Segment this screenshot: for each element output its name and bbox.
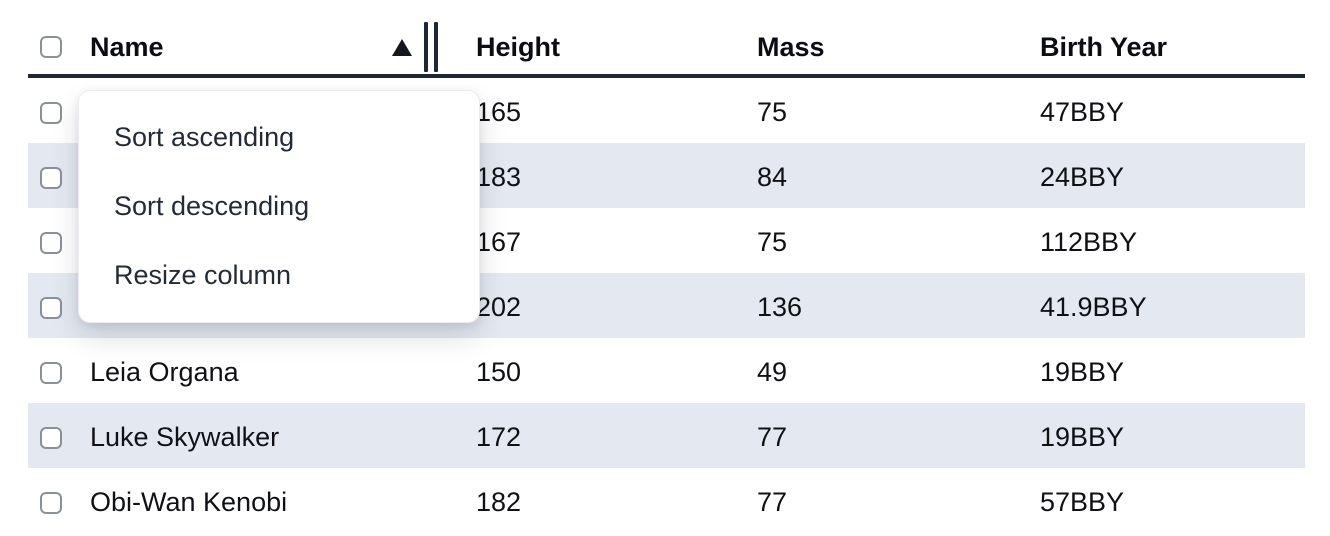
- cell-mass: 75: [757, 97, 788, 127]
- row-checkbox[interactable]: [40, 296, 62, 319]
- cell-name: Luke Skywalker: [90, 422, 280, 452]
- column-header-mass-label: Mass: [757, 31, 825, 62]
- column-resize-handle[interactable]: [424, 22, 438, 72]
- cell-height: 202: [476, 292, 522, 322]
- table-row[interactable]: 167 75 112BBY: [28, 208, 1305, 273]
- cell-birth-year: 24BBY: [1040, 162, 1125, 192]
- table-row[interactable]: Luke Skywalker 172 77 19BBY: [28, 403, 1305, 468]
- column-header-name[interactable]: Name: [90, 22, 476, 72]
- row-checkbox[interactable]: [40, 361, 62, 384]
- row-checkbox[interactable]: [40, 166, 62, 189]
- row-checkbox-cell: [28, 296, 90, 319]
- cell-birth-year: 57BBY: [1040, 487, 1125, 517]
- column-header-height-label: Height: [476, 31, 560, 62]
- cell-name: Leia Organa: [90, 357, 239, 387]
- header-checkbox-cell: [28, 36, 90, 58]
- cell-height: 172: [476, 422, 522, 452]
- column-header-birth-year-label: Birth Year: [1040, 31, 1168, 62]
- table-row[interactable]: Obi-Wan Kenobi 182 77 57BBY: [28, 468, 1305, 533]
- cell-birth-year: 112BBY: [1040, 227, 1138, 257]
- cell-height: 182: [476, 487, 522, 517]
- sort-ascending-icon[interactable]: [392, 38, 412, 56]
- cell-mass: 136: [757, 292, 803, 322]
- column-header-mass[interactable]: Mass: [757, 32, 1040, 63]
- cell-birth-year: 19BBY: [1040, 422, 1125, 452]
- context-menu-item[interactable]: Resize column: [114, 260, 292, 290]
- cell-height: 150: [476, 357, 522, 387]
- cell-height: 183: [476, 162, 522, 192]
- row-checkbox[interactable]: [40, 491, 62, 514]
- cell-mass: 77: [757, 422, 788, 452]
- table-row[interactable]: 165 75 47BBY: [28, 78, 1305, 143]
- column-header-height[interactable]: Height: [476, 32, 757, 63]
- cell-birth-year: 41.9BBY: [1040, 292, 1147, 322]
- cell-height: 165: [476, 97, 522, 127]
- cell-mass: 49: [757, 357, 788, 387]
- row-checkbox-cell: [28, 361, 90, 384]
- column-header-birth-year[interactable]: Birth Year: [1040, 32, 1305, 63]
- row-checkbox-cell: [28, 166, 90, 189]
- cell-mass: 75: [757, 227, 788, 257]
- row-checkbox[interactable]: [40, 101, 62, 124]
- context-menu-item[interactable]: Sort descending: [114, 191, 310, 221]
- row-checkbox-cell: [28, 491, 90, 514]
- cell-name: Obi-Wan Kenobi: [90, 487, 288, 517]
- cell-height: 167: [476, 227, 522, 257]
- column-context-menu: Sort ascending Sort descending Resize co…: [78, 90, 480, 323]
- table-header-row: Name Height Mass Birth Year: [28, 0, 1305, 78]
- row-checkbox-cell: [28, 231, 90, 254]
- context-menu-item[interactable]: Sort ascending: [114, 122, 295, 152]
- row-checkbox[interactable]: [40, 231, 62, 254]
- table-row[interactable]: Leia Organa 150 49 19BBY: [28, 338, 1305, 403]
- cell-birth-year: 19BBY: [1040, 357, 1125, 387]
- row-checkbox[interactable]: [40, 426, 62, 449]
- select-all-checkbox[interactable]: [40, 36, 62, 58]
- column-header-name-label: Name: [90, 31, 164, 62]
- cell-birth-year: 47BBY: [1040, 97, 1125, 127]
- cell-mass: 84: [757, 162, 788, 192]
- cell-mass: 77: [757, 487, 788, 517]
- row-checkbox-cell: [28, 426, 90, 449]
- row-checkbox-cell: [28, 101, 90, 124]
